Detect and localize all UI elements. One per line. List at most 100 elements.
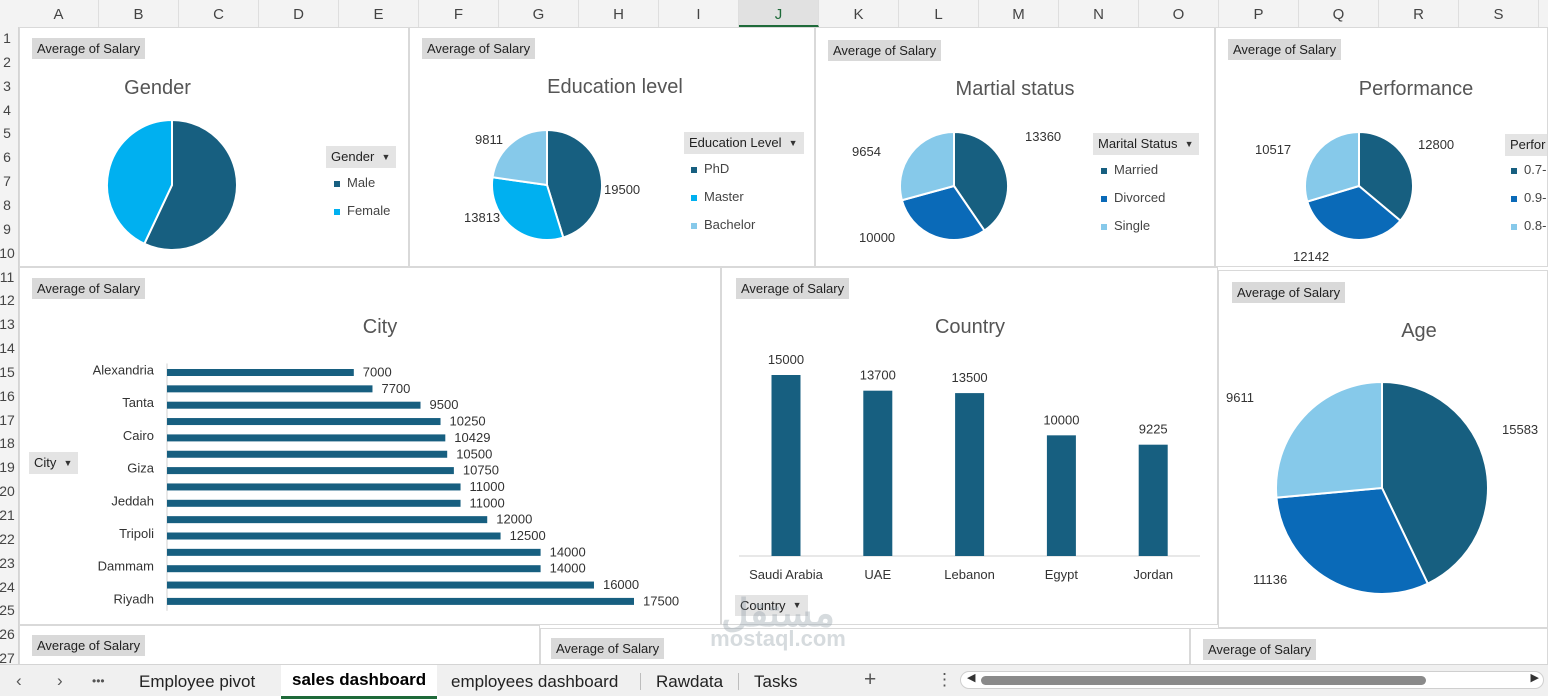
tab-tasks[interactable]: Tasks xyxy=(754,672,798,691)
chart-title: Gender xyxy=(124,77,191,99)
chevron-down-icon: ▼ xyxy=(63,458,73,468)
row-header-7[interactable]: 7 xyxy=(3,173,11,190)
row-header-24[interactable]: 24 xyxy=(0,578,15,595)
row-header-1[interactable]: 1 xyxy=(3,30,11,46)
performance-chart-panel[interactable]: Average of Salary Performance 12800 1214… xyxy=(1215,27,1548,267)
field-button-average-salary[interactable]: Average of Salary xyxy=(422,38,536,59)
row-header-20[interactable]: 20 xyxy=(0,483,15,500)
city-bar-value-label: 7700 xyxy=(381,381,410,396)
performance-pie-chart xyxy=(1305,132,1413,240)
field-button-average-salary[interactable]: Average of Salary xyxy=(736,278,850,299)
row-header-13[interactable]: 13 xyxy=(0,316,15,333)
marital-chart-panel[interactable]: Average of Salary Martial status 13360 1… xyxy=(815,27,1215,267)
row-header-19[interactable]: 19 xyxy=(0,459,15,476)
chart-panel-bottom-2[interactable]: Average of Salary xyxy=(540,628,1190,665)
city-bar xyxy=(167,483,461,491)
column-header-m[interactable]: M xyxy=(979,0,1059,27)
marital-pie-chart xyxy=(900,132,1008,240)
legend-filter-marital-status[interactable]: Marital Status ▼ xyxy=(1093,133,1200,155)
row-header-2[interactable]: 2 xyxy=(3,53,11,70)
row-header-25[interactable]: 25 xyxy=(0,602,15,619)
column-header-c[interactable]: C xyxy=(179,0,259,27)
field-button-average-salary[interactable]: Average of Salary xyxy=(1228,39,1342,60)
tab-employees-dashboard[interactable]: employees dashboard xyxy=(451,672,619,691)
column-header-f[interactable]: F xyxy=(419,0,499,27)
legend-filter-performance[interactable]: Perfor xyxy=(1505,134,1547,156)
axis-filter-city[interactable]: City ▼ xyxy=(29,452,79,474)
row-header-14[interactable]: 14 xyxy=(0,340,15,357)
legend-filter-label: Education Level xyxy=(689,135,782,150)
column-header-j[interactable]: J xyxy=(739,0,819,27)
field-button-average-salary[interactable]: Average of Salary xyxy=(32,278,146,299)
education-chart-panel[interactable]: Average of Salary Education level 19500 … xyxy=(409,27,815,267)
field-button-average-salary[interactable]: Average of Salary xyxy=(551,638,665,659)
column-header-p[interactable]: P xyxy=(1219,0,1299,27)
column-header-r[interactable]: R xyxy=(1379,0,1459,27)
legend-swatch xyxy=(691,222,697,229)
tab-sales-dashboard[interactable]: sales dashboard xyxy=(281,665,438,699)
column-header-e[interactable]: E xyxy=(339,0,419,27)
row-header-27[interactable]: 27 xyxy=(0,650,15,664)
row-header-26[interactable]: 26 xyxy=(0,626,15,643)
row-header-18[interactable]: 18 xyxy=(0,435,15,452)
column-header-g[interactable]: G xyxy=(499,0,579,27)
column-header-b[interactable]: B xyxy=(99,0,179,27)
row-header-17[interactable]: 17 xyxy=(0,411,15,428)
chart-panel-bottom-1[interactable]: Average of Salary xyxy=(19,625,540,665)
column-header-n[interactable]: N xyxy=(1059,0,1139,27)
row-header-8[interactable]: 8 xyxy=(3,196,11,213)
country-category-label: Saudi Arabia xyxy=(749,567,823,582)
field-button-average-salary[interactable]: Average of Salary xyxy=(828,40,942,61)
sheet-tab-bar: ‹ › ••• Employee pivot sales dashboard e… xyxy=(0,664,1548,699)
row-header-10[interactable]: 10 xyxy=(0,244,15,261)
row-header-22[interactable]: 22 xyxy=(0,530,15,547)
column-header-o[interactable]: O xyxy=(1139,0,1219,27)
row-header-6[interactable]: 6 xyxy=(3,149,11,166)
field-button-average-salary[interactable]: Average of Salary xyxy=(1203,639,1317,660)
column-header-s[interactable]: S xyxy=(1459,0,1539,27)
country-chart-panel[interactable]: Average of Salary Country 15000 Saudi Ara… xyxy=(721,267,1218,625)
scroll-left-icon[interactable]: ◀ xyxy=(967,672,976,684)
tab-employee-pivot[interactable]: Employee pivot xyxy=(139,672,256,691)
row-header-11[interactable]: 11 xyxy=(0,268,15,285)
field-button-average-salary[interactable]: Average of Salary xyxy=(32,38,146,59)
age-chart-panel[interactable]: Average of Salary Age 15583 11136 9611 xyxy=(1218,270,1548,628)
gender-chart-panel[interactable]: Average of Salary Gender Gender ▼ Male Fe… xyxy=(19,27,409,267)
row-header-16[interactable]: 16 xyxy=(0,387,15,404)
field-button-average-salary[interactable]: Average of Salary xyxy=(32,635,146,656)
row-header-23[interactable]: 23 xyxy=(0,554,15,571)
row-header-3[interactable]: 3 xyxy=(3,77,11,94)
row-header-12[interactable]: 12 xyxy=(0,292,15,309)
row-header-5[interactable]: 5 xyxy=(3,125,11,142)
scrollbar-thumb[interactable] xyxy=(981,676,1426,685)
options-menu-icon[interactable]: ⋮ xyxy=(936,670,953,689)
column-header-h[interactable]: H xyxy=(579,0,659,27)
legend-filter-gender[interactable]: Gender ▼ xyxy=(326,146,397,168)
tab-rawdata[interactable]: Rawdata xyxy=(656,672,724,691)
column-header-l[interactable]: L xyxy=(899,0,979,27)
row-header-21[interactable]: 21 xyxy=(0,507,15,523)
axis-filter-country[interactable]: Country ▼ xyxy=(735,595,808,616)
scroll-right-arrow-icon[interactable]: › xyxy=(57,671,63,690)
field-button-average-salary[interactable]: Average of Salary xyxy=(1232,282,1346,303)
horizontal-scrollbar[interactable]: ◀ ▶ xyxy=(960,671,1544,689)
legend-filter-education-level[interactable]: Education Level ▼ xyxy=(684,132,804,154)
add-sheet-icon[interactable]: + xyxy=(864,668,877,691)
scroll-right-icon[interactable]: ▶ xyxy=(1530,672,1539,684)
chart-title: City xyxy=(362,316,398,338)
scroll-left-arrow-icon[interactable]: ‹ xyxy=(16,671,22,690)
more-sheets-icon[interactable]: ••• xyxy=(92,674,105,688)
row-header-15[interactable]: 15 xyxy=(0,363,15,380)
column-header-i[interactable]: I xyxy=(659,0,739,27)
pie-slice-09 xyxy=(1306,184,1402,240)
column-header-k[interactable]: K xyxy=(819,0,899,27)
row-header-bar: 1 2 3 4 5 6 7 8 9 10 11 12 13 14 15 16 17 18 19 20 21 22 23 24 2… xyxy=(0,27,19,664)
chart-panel-bottom-3[interactable]: Average of Salary xyxy=(1190,628,1548,665)
column-header-q[interactable]: Q xyxy=(1299,0,1379,27)
column-header-a[interactable]: A xyxy=(19,0,99,27)
city-chart-panel[interactable]: Average of Salary City City ▼ 7000 7700 950… xyxy=(19,267,721,625)
row-header-9[interactable]: 9 xyxy=(3,220,11,237)
column-header-d[interactable]: D xyxy=(259,0,339,27)
country-bar-value-label: 13700 xyxy=(860,368,896,383)
row-header-4[interactable]: 4 xyxy=(3,101,11,118)
